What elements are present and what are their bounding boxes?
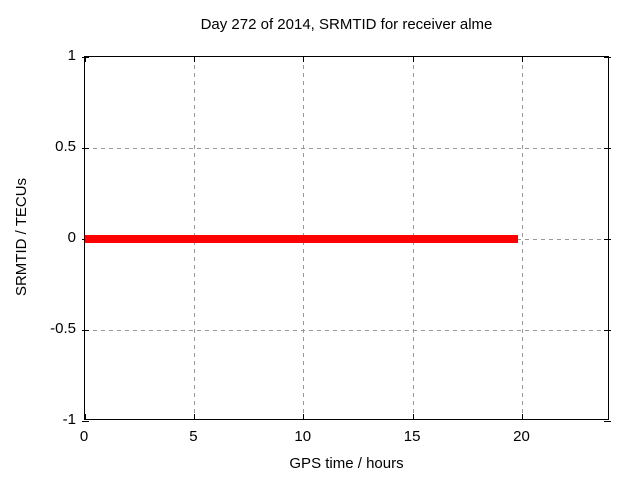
y-tick-label--1: -1 [62,411,76,428]
x-tick-top-5 [193,57,195,62]
y-tick-right-0.5 [604,147,611,149]
x-tick-label-20: 20 [513,428,530,445]
plot-area [82,56,611,422]
gridline-x-20 [522,57,523,419]
series-SRMTID-segment [85,235,519,243]
y-tick-left-0.5 [82,147,89,149]
x-tick-label-10: 10 [294,428,312,445]
x-tick-bottom-20 [522,414,523,419]
x-tick-top-20 [522,57,523,62]
y-tick-right-0 [604,238,611,240]
x-tick-bottom-15 [412,414,414,419]
x-tick-top-15 [412,57,414,62]
x-tick-label-15: 15 [403,428,421,445]
y-tick-label-0.5: 0.5 [55,138,76,155]
y-tick-left--0.5 [82,329,89,331]
y-tick-label--0.5: -0.5 [50,320,76,337]
chart-title: Day 272 of 2014, SRMTID for receiver alm… [200,16,493,33]
y-tick-label-0: 0 [67,229,76,246]
y-tick-left-1 [82,56,89,58]
x-tick-bottom-0 [84,414,86,419]
y-tick-right-1 [604,56,611,58]
x-tick-top-0 [84,57,86,62]
y-tick-label-1: 1 [67,47,76,64]
gridline-y-0.5 [85,147,608,149]
gridline-y--0.5 [85,329,608,331]
y-tick-left--1 [82,420,89,422]
y-tick-right--0.5 [604,329,611,331]
x-tick-bottom-10 [303,414,305,419]
y-tick-right--1 [604,420,611,422]
x-tick-top-10 [303,57,305,62]
x-tick-label-5: 5 [189,428,198,445]
x-tick-bottom-5 [193,414,195,419]
x-axis-label: GPS time / hours [289,455,404,472]
x-tick-label-0: 0 [79,428,89,445]
